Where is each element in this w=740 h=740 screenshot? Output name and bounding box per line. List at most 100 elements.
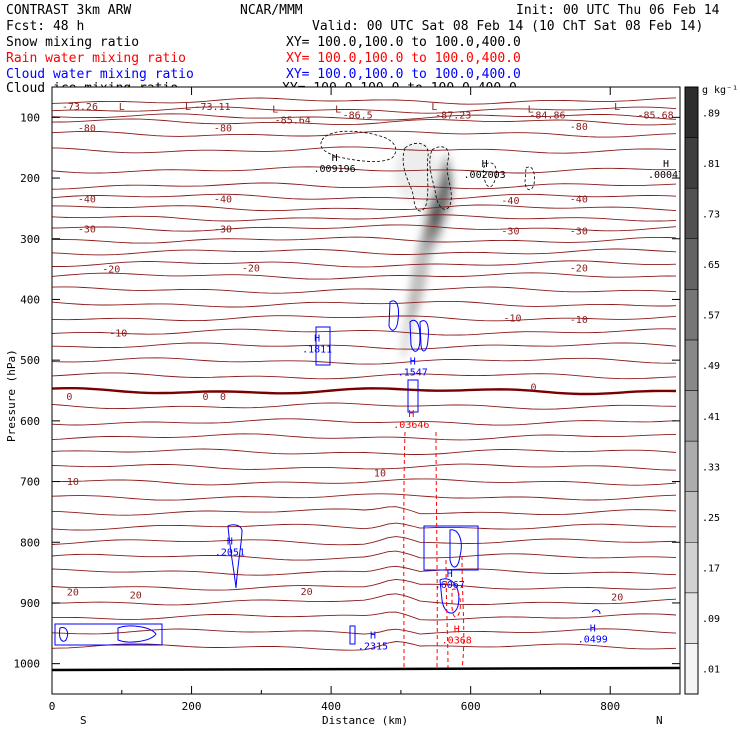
maximum-marker: H [227, 537, 233, 548]
isotherm-label: 10 [67, 477, 79, 488]
colorbar-label: .65 [702, 260, 720, 271]
isotherm-line [52, 118, 677, 126]
isotherm-line [52, 550, 677, 561]
colorbar-swatch [684, 643, 699, 695]
isotherm-line [52, 402, 677, 410]
isotherm-label: L [185, 102, 191, 113]
y-tick-label: 200 [20, 172, 40, 185]
isotherm-label: -80 [214, 123, 232, 134]
x-axis-title: Distance (km) [322, 714, 408, 727]
colorbar-swatch [684, 289, 699, 341]
isotherm-line [52, 214, 677, 222]
isotherm-line [52, 328, 677, 336]
maximum-marker: H [663, 159, 669, 170]
cloud-ice-contour-2 [402, 142, 429, 212]
colorbar-swatch [684, 339, 699, 391]
isotherm-line [52, 578, 677, 591]
isotherm-label: L [614, 102, 620, 113]
colorbar-border [684, 86, 699, 695]
x-axis-right-end: N [656, 714, 663, 727]
maximum-value: .1547 [398, 367, 428, 378]
colorbar-swatch [684, 86, 699, 138]
cloud-water-contour-9 [439, 578, 460, 614]
x-tick-label: 800 [600, 700, 620, 713]
y-tick-label: 500 [20, 354, 40, 367]
maximum-value: .6067 [435, 580, 465, 591]
isotherm-line [52, 448, 677, 455]
legend-xy-rain: XY= 100.0,100.0 to 100.0,400.0 [286, 51, 521, 66]
isotherm-line [52, 286, 677, 294]
isotherm-label: -84.86 [529, 111, 565, 122]
x-tick-label: 400 [321, 700, 341, 713]
isotherms [52, 97, 677, 651]
plot-frame [52, 87, 680, 694]
maximum-value: .002003 [464, 170, 506, 181]
isotherm-label: 20 [130, 591, 142, 602]
cloud-ice-contours [320, 130, 535, 212]
isotherm-label: -20 [102, 265, 120, 276]
colorbar-unit-label: g kg⁻¹ [702, 85, 738, 96]
isotherm-label: -30 [501, 227, 519, 238]
isotherm-line [52, 593, 677, 606]
isotherm-label: -85.68 [638, 111, 674, 122]
isotherm-label: -20 [242, 264, 260, 275]
isotherm-line [52, 113, 677, 121]
isotherm-line [52, 236, 677, 244]
isotherm-line [52, 182, 677, 190]
y-tick-label: 1000 [14, 658, 41, 671]
isotherm-label: -10 [504, 313, 522, 324]
isotherm-label: -40 [214, 194, 232, 205]
maximum-value: .2315 [358, 642, 388, 653]
isotherm-label: L [119, 102, 125, 113]
y-tick-label: 300 [20, 233, 40, 246]
maximum-marker: H [590, 623, 596, 634]
colorbar-label: .25 [702, 513, 720, 524]
isotherm-label: L [272, 104, 278, 115]
isotherm-label: -73.26 [62, 102, 98, 113]
isotherm-label: 20 [67, 588, 79, 599]
plot-area: -73.26 L L -73.11 L-85.64L-86.5L-87.23L-84.8… [51, 86, 681, 695]
colorbar-swatch [684, 440, 699, 492]
isotherm-line [52, 536, 677, 546]
isotherm-line [52, 106, 677, 114]
header-model: CONTRAST 3km ARW [6, 3, 131, 18]
maximum-marker: H [410, 356, 416, 367]
header-center: NCAR/MMM [240, 3, 303, 18]
isotherm-line [52, 565, 677, 576]
colorbar-label: .33 [702, 462, 720, 473]
isotherm-label: -30 [214, 225, 232, 236]
colorbar-label: .01 [702, 665, 720, 676]
isotherm-line [52, 433, 676, 441]
isotherm-line [52, 342, 677, 350]
colorbar-swatch [684, 187, 699, 240]
maximum-marker: H [482, 159, 488, 170]
ground-line [52, 666, 680, 672]
isotherm-label: -86.5 [343, 111, 373, 122]
x-axis-left-end: S [80, 714, 87, 727]
colorbar-label: .81 [702, 159, 720, 170]
isotherm-line [52, 628, 677, 635]
isotherm-label: -30 [78, 225, 96, 236]
isotherm-line [52, 248, 677, 256]
y-tick-label: 700 [20, 476, 40, 489]
x-tick-label: 200 [182, 700, 202, 713]
isotherm-line [52, 300, 677, 308]
y-axis-title: Pressure (hPa) [5, 349, 18, 442]
cloud-water-contour-11 [59, 627, 69, 642]
isotherm-label: -40 [570, 194, 588, 205]
maximum-value: .0368 [442, 636, 472, 647]
cloud-water-contour-8 [449, 529, 462, 568]
maximum-value: .009196 [314, 164, 356, 175]
maximum-value: .2051 [215, 548, 245, 559]
cloud-water-contour-3 [409, 319, 421, 352]
cloud-water-contour-12 [117, 625, 157, 643]
isotherm-label: -40 [78, 194, 96, 205]
y-tick-label: 900 [20, 597, 40, 610]
isotherm-line [52, 272, 677, 280]
colorbar-swatch [684, 137, 699, 189]
isotherm-line [52, 357, 676, 365]
cloud-water-contour-5 [407, 379, 419, 413]
maximum-value: .0499 [578, 634, 608, 645]
cloud-water-contour-14 [591, 609, 601, 615]
header-init: Init: 00 UTC Thu 06 Feb 14 [516, 3, 720, 18]
